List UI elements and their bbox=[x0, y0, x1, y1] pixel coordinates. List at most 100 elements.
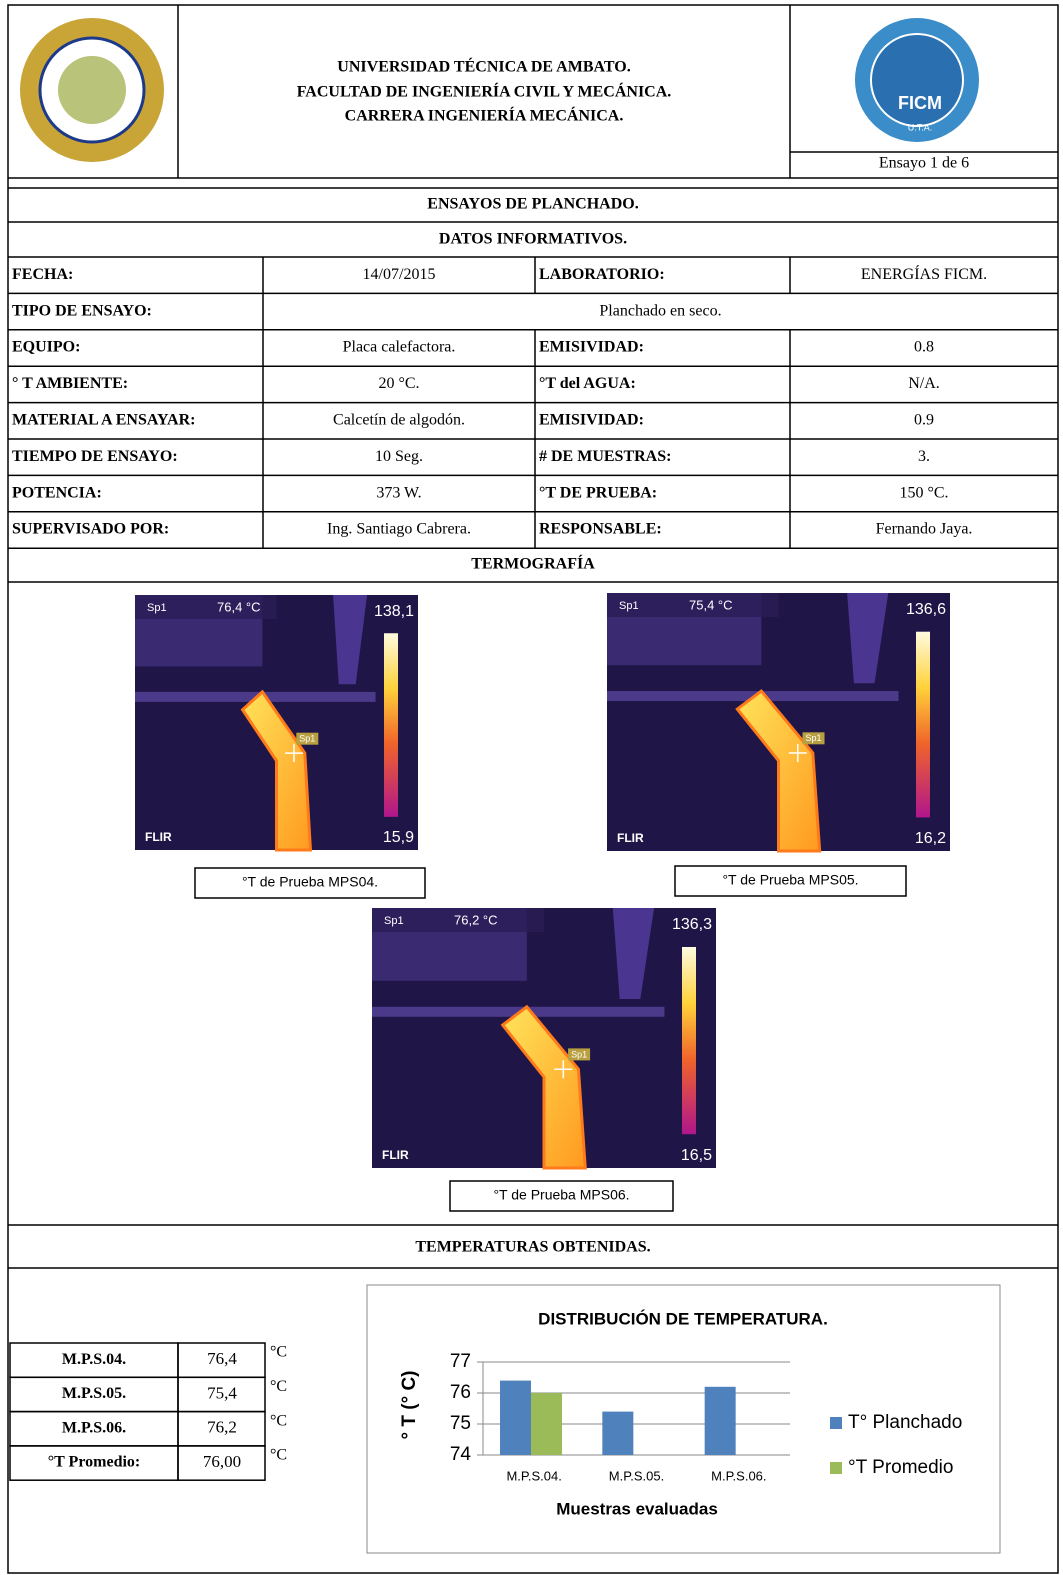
field-value: 373 W. bbox=[376, 484, 421, 501]
result-value: 76,2 bbox=[207, 1418, 237, 1437]
field-label: EQUIPO: bbox=[12, 339, 80, 356]
spot-reading: 76,4 °C bbox=[217, 599, 261, 614]
logo-left bbox=[20, 18, 164, 162]
result-unit: °C bbox=[270, 1378, 287, 1395]
field-value: Planchado en seco. bbox=[599, 302, 721, 319]
legend-label: T° Planchado bbox=[848, 1412, 962, 1433]
thermal-image: Sp1 76,2 °C 136,3 16,5 FLIR Sp1 bbox=[372, 908, 716, 1168]
field-label: MATERIAL A ENSAYAR: bbox=[12, 411, 195, 428]
result-unit: °C bbox=[270, 1344, 287, 1361]
legend-swatch bbox=[830, 1462, 842, 1474]
field-value: 10 Seg. bbox=[375, 448, 423, 465]
section-title: TEMPERATURAS OBTENIDAS. bbox=[415, 1239, 650, 1256]
page: FICM U.T.A. UNIVERSIDAD TÉCNICA DE AMBAT… bbox=[0, 0, 1063, 1575]
field-value: 0.8 bbox=[914, 339, 934, 356]
thermal-image: Sp1 76,4 °C 138,1 15,9 FLIR Sp1 bbox=[135, 595, 418, 850]
scale-min: 16,2 bbox=[915, 830, 946, 847]
spot-tag-label: Sp1 bbox=[806, 733, 822, 743]
university: UNIVERSIDAD TÉCNICA DE AMBATO. bbox=[337, 57, 630, 76]
field-value: 3. bbox=[918, 448, 930, 465]
field-label: EMISIVIDAD: bbox=[539, 411, 644, 428]
bar bbox=[705, 1387, 736, 1455]
field-value: 0.9 bbox=[914, 411, 934, 428]
section-title: TERMOGRAFÍA bbox=[471, 554, 595, 573]
result-unit: °C bbox=[270, 1412, 287, 1429]
career: CARRERA INGENIERÍA MECÁNICA. bbox=[345, 106, 624, 125]
y-tick-label: 75 bbox=[450, 1413, 471, 1434]
color-scale bbox=[682, 947, 696, 1134]
y-axis-title: ° T (° C) bbox=[399, 1370, 420, 1439]
spot-tag-label: Sp1 bbox=[571, 1049, 587, 1059]
bar bbox=[531, 1393, 562, 1455]
field-value: 20 °C. bbox=[378, 375, 419, 392]
spot-reading: 76,2 °C bbox=[454, 912, 498, 927]
spot-label: Sp1 bbox=[619, 600, 639, 612]
field-label: POTENCIA: bbox=[12, 484, 102, 501]
field-value: Placa calefactora. bbox=[343, 339, 456, 356]
y-tick-label: 74 bbox=[450, 1444, 472, 1465]
caption: °T de Prueba MPS06. bbox=[493, 1187, 629, 1203]
field-label: # DE MUESTRAS: bbox=[539, 448, 671, 465]
caption: °T de Prueba MPS04. bbox=[242, 874, 378, 890]
section-title: ENSAYOS DE PLANCHADO. bbox=[427, 196, 638, 213]
field-label: LABORATORIO: bbox=[539, 266, 665, 283]
scale-min: 15,9 bbox=[383, 829, 414, 846]
result-value: 76,00 bbox=[203, 1452, 241, 1471]
result-unit: °C bbox=[270, 1447, 287, 1464]
scale-max: 136,6 bbox=[906, 601, 946, 618]
legend-label: °T Promedio bbox=[848, 1457, 953, 1478]
scale-max: 136,3 bbox=[672, 916, 712, 933]
field-label: EMISIVIDAD: bbox=[539, 339, 644, 356]
scale-min: 16,5 bbox=[681, 1147, 712, 1164]
color-scale bbox=[916, 632, 930, 818]
field-label: ° T AMBIENTE: bbox=[12, 375, 128, 392]
x-tick-label: M.P.S.04. bbox=[506, 1468, 561, 1483]
x-axis-title: Muestras evaluadas bbox=[556, 1499, 718, 1518]
field-value: Calcetín de algodón. bbox=[333, 411, 465, 428]
field-value: ENERGÍAS FICM. bbox=[861, 264, 987, 283]
field-label: RESPONSABLE: bbox=[539, 521, 662, 538]
field-label: SUPERVISADO POR: bbox=[12, 521, 169, 538]
field-label: FECHA: bbox=[12, 266, 73, 283]
result-label: M.P.S.04. bbox=[62, 1351, 126, 1368]
spot-label: Sp1 bbox=[384, 915, 404, 927]
field-label: TIEMPO DE ENSAYO: bbox=[12, 448, 178, 465]
y-tick-label: 77 bbox=[450, 1351, 471, 1372]
section-title: DATOS INFORMATIVOS. bbox=[439, 231, 627, 248]
spot-tag-label: Sp1 bbox=[299, 734, 315, 744]
x-tick-label: M.P.S.05. bbox=[609, 1468, 664, 1483]
field-label: TIPO DE ENSAYO: bbox=[12, 302, 152, 319]
test-number: Ensayo 1 de 6 bbox=[879, 155, 969, 172]
result-label: °T Promedio: bbox=[48, 1454, 140, 1471]
field-value: Fernando Jaya. bbox=[876, 521, 973, 538]
bar bbox=[602, 1412, 633, 1455]
logo-text: FICM bbox=[898, 93, 942, 113]
y-tick-label: 76 bbox=[450, 1382, 471, 1403]
faculty: FACULTAD DE INGENIERÍA CIVIL Y MECÁNICA. bbox=[297, 82, 672, 101]
field-value: 14/07/2015 bbox=[363, 266, 436, 283]
field-value: 150 °C. bbox=[899, 484, 948, 501]
spot-label: Sp1 bbox=[147, 602, 167, 614]
brand: FLIR bbox=[617, 831, 644, 845]
x-tick-label: M.P.S.06. bbox=[711, 1468, 766, 1483]
bar bbox=[500, 1381, 531, 1455]
result-label: M.P.S.06. bbox=[62, 1419, 126, 1436]
result-label: M.P.S.05. bbox=[62, 1385, 126, 1402]
color-scale bbox=[384, 633, 398, 817]
result-value: 76,4 bbox=[207, 1349, 237, 1368]
field-value: Ing. Santiago Cabrera. bbox=[327, 521, 471, 538]
logo-right: FICM U.T.A. bbox=[855, 18, 979, 142]
scale-max: 138,1 bbox=[374, 603, 414, 620]
thermal-image: Sp1 75,4 °C 136,6 16,2 FLIR Sp1 bbox=[607, 593, 950, 851]
brand: FLIR bbox=[382, 1148, 409, 1162]
result-value: 75,4 bbox=[207, 1383, 237, 1402]
logo-subtext: U.T.A. bbox=[908, 122, 933, 132]
spot-reading: 75,4 °C bbox=[689, 597, 733, 612]
chart-title: DISTRIBUCIÓN DE TEMPERATURA. bbox=[538, 1309, 828, 1328]
caption: °T de Prueba MPS05. bbox=[722, 872, 858, 888]
brand: FLIR bbox=[145, 830, 172, 844]
legend-swatch bbox=[830, 1417, 842, 1429]
field-label: °T del AGUA: bbox=[539, 375, 636, 392]
field-label: °T DE PRUEBA: bbox=[539, 484, 657, 501]
field-value: N/A. bbox=[908, 375, 940, 392]
